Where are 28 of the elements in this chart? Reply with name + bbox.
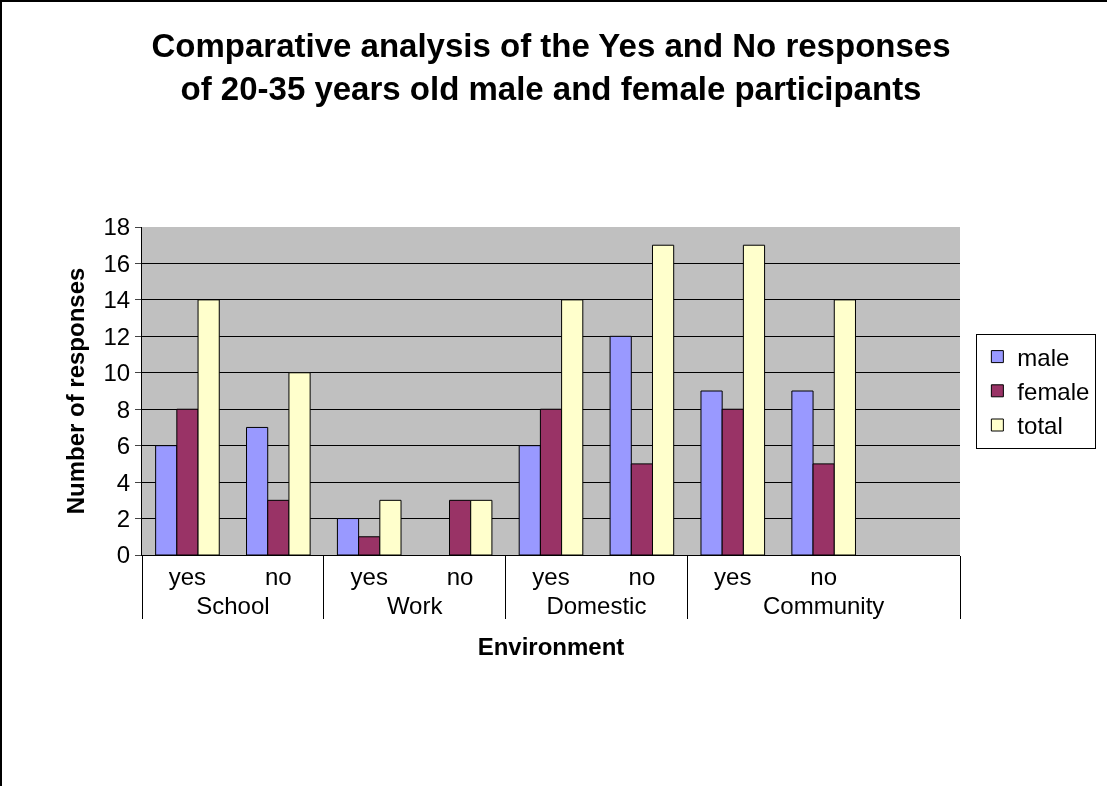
- y-tick-label: 4: [116, 468, 131, 496]
- text: School: [196, 591, 270, 619]
- x-axis-title: Environment: [477, 633, 625, 661]
- y-tick-label: 14: [103, 286, 131, 314]
- x-tick-label: no: [446, 562, 474, 590]
- x-tick-label: no: [810, 562, 838, 590]
- text: Community: [762, 591, 885, 619]
- x-tick-label: yes: [350, 562, 388, 590]
- y-tick-label: 16: [103, 249, 131, 277]
- y-tick-label: 12: [103, 322, 131, 350]
- x-tick-label: no: [264, 562, 292, 590]
- y-tick-label: 2: [116, 504, 131, 532]
- chart-title: Comparative analysis of the Yes and No responses of 20-35 years old male and female participants: [151, 27, 951, 107]
- x-tick-label: yes: [714, 562, 752, 590]
- text: Work: [386, 591, 444, 619]
- x-tick-label: no: [628, 562, 656, 590]
- x-tick-label: yes: [168, 562, 207, 590]
- y-tick-label: 8: [116, 395, 131, 423]
- legend-label: male: [1017, 343, 1070, 371]
- y-tick-label: 18: [103, 213, 131, 241]
- y-tick-label: 10: [103, 359, 131, 387]
- legend-label: female: [1017, 378, 1090, 406]
- legend-label: total: [1017, 412, 1063, 440]
- text: Domestic: [546, 591, 647, 619]
- x-tick-label: yes: [532, 562, 570, 590]
- y-tick-label: 0: [116, 541, 131, 569]
- y-axis-title: Number of responses: [61, 267, 89, 515]
- y-tick-label: 6: [116, 432, 131, 460]
